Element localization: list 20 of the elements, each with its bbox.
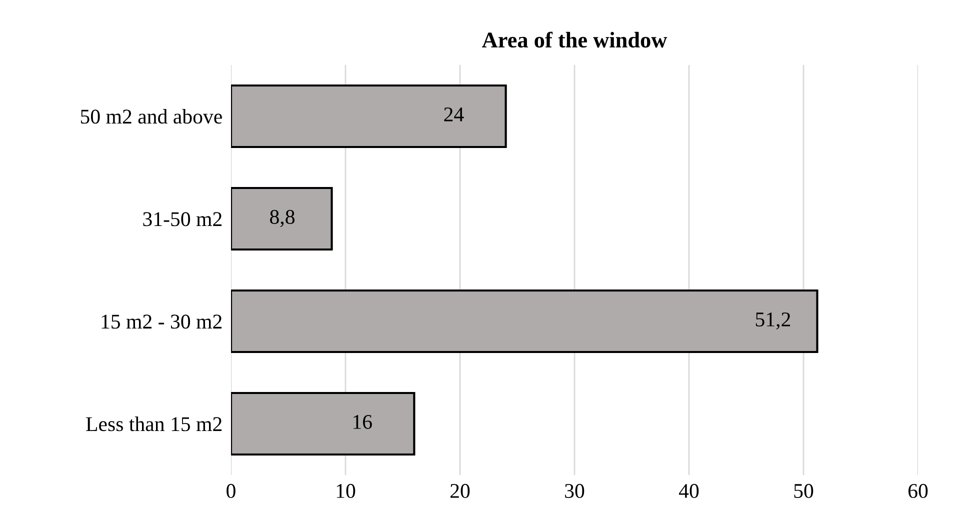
chart-title: Area of the window [482,32,668,48]
x-tick-label: 40 [678,484,699,498]
y-tick-label: 31-50 m2 [143,212,222,226]
data-label: 8,8 [270,210,295,227]
x-tick-label: 10 [336,484,356,498]
bar [231,392,416,456]
data-label: 24 [444,107,464,122]
x-tick-label: 20 [450,484,470,498]
y-tick-label: 15 m2 - 30 m2 [102,314,222,329]
x-tick-label: 50 [794,484,814,498]
data-label: 51,2 [756,312,790,330]
bar [231,289,818,354]
x-tick-label: 60 [908,484,928,498]
bar [231,186,333,251]
y-tick-label: 50 m2 and above [80,109,222,124]
x-tick-label: 30 [565,484,584,498]
bar [231,84,507,148]
y-tick-label: Less than 15 m2 [86,416,222,432]
data-label: 16 [354,414,372,429]
x-tick-label: 0 [226,484,236,498]
